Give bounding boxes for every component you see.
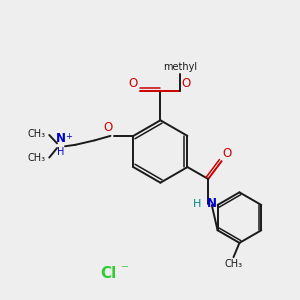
Text: O: O (223, 147, 232, 160)
Text: O: O (181, 77, 190, 90)
Text: H: H (58, 148, 65, 158)
Text: O: O (103, 122, 112, 134)
Text: N: N (207, 197, 217, 210)
Text: methyl: methyl (163, 62, 197, 72)
Text: CH₃: CH₃ (28, 154, 46, 164)
Text: H: H (193, 199, 202, 208)
Text: CH₃: CH₃ (28, 129, 46, 139)
Text: N: N (56, 132, 66, 145)
Text: O: O (129, 77, 138, 90)
Text: +: + (65, 132, 72, 141)
Text: CH₃: CH₃ (224, 259, 243, 269)
Text: ⁻: ⁻ (121, 262, 129, 277)
Text: Cl: Cl (100, 266, 116, 281)
